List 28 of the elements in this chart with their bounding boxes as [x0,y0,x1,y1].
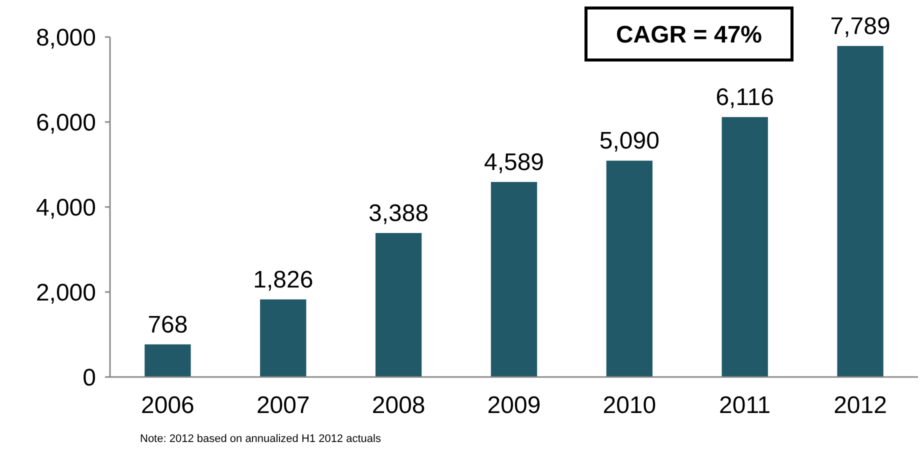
x-tick-label: 2008 [372,392,426,419]
bar [490,182,538,377]
annotation: CAGR = 47% [616,21,762,48]
bar [837,46,884,377]
bar [260,299,306,377]
y-tick-label: 2,000 [36,279,96,306]
x-tick-label: 2010 [602,392,656,419]
y-tick-label: 6,000 [36,109,96,136]
data-label: 768 [148,311,188,338]
data-label: 7,789 [830,12,890,40]
y-tick-label: 4,000 [36,194,96,222]
bar [722,117,768,377]
x-tick-label: 2012 [834,392,887,419]
y-tick-label: 8,000 [36,24,96,52]
data-label: 3,388 [368,200,429,228]
x-tick-label: 2006 [141,392,194,419]
bar [144,344,191,377]
bar [606,160,653,377]
y-tick-label: 0 [82,364,96,392]
x-tick-label: 2009 [487,392,541,419]
data-label: 6,116 [716,84,774,112]
bar [375,233,422,377]
x-tick-label: 2011 [719,392,771,419]
data-label: 4,589 [484,148,544,176]
data-label: 5,090 [599,128,660,155]
x-tick-label: 2007 [256,392,310,419]
text: Note: 2012 based on annualized H1 2012 actuals [140,433,382,445]
data-label: 1,826 [253,266,314,294]
